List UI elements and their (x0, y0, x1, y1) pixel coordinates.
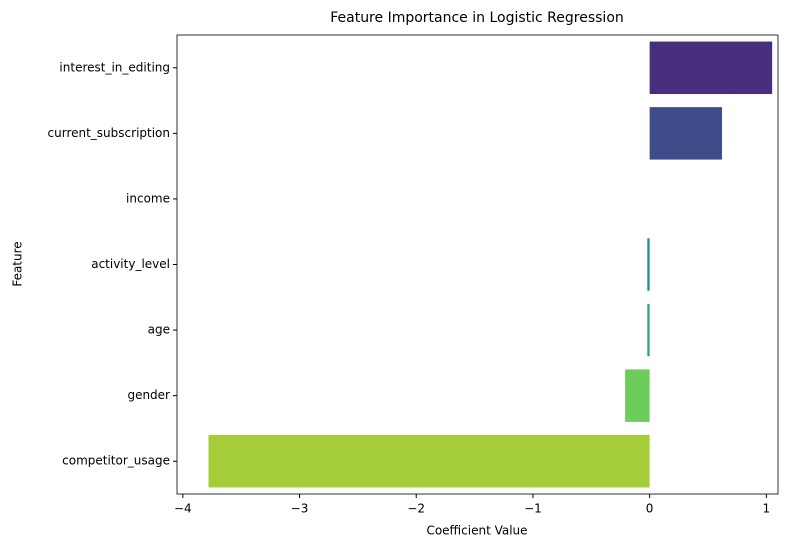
chart-title: Feature Importance in Logistic Regressio… (330, 10, 624, 26)
y-tick-label: income (126, 191, 170, 205)
x-tick-label: 1 (763, 502, 771, 516)
bar (208, 434, 650, 488)
bar (649, 41, 773, 95)
bar (649, 107, 722, 160)
bar (647, 238, 650, 291)
y-tick-label: gender (127, 388, 170, 402)
x-axis-label: Coefficient Value (426, 524, 527, 538)
y-tick-label: current_subscription (48, 126, 170, 140)
y-axis-label: Feature (11, 241, 25, 286)
y-tick-label: interest_in_editing (59, 60, 170, 74)
bar (647, 303, 650, 357)
y-tick-label: age (148, 323, 170, 337)
x-tick-label: −2 (407, 502, 425, 516)
bar (625, 369, 650, 422)
y-tick-label: activity_level (91, 257, 170, 271)
x-tick-label: −3 (291, 502, 309, 516)
x-tick-label: −1 (524, 502, 542, 516)
x-tick-label: −4 (174, 502, 192, 516)
y-tick-label: competitor_usage (62, 454, 170, 468)
plot-frame (176, 34, 779, 495)
x-tick-label: 0 (646, 502, 654, 516)
